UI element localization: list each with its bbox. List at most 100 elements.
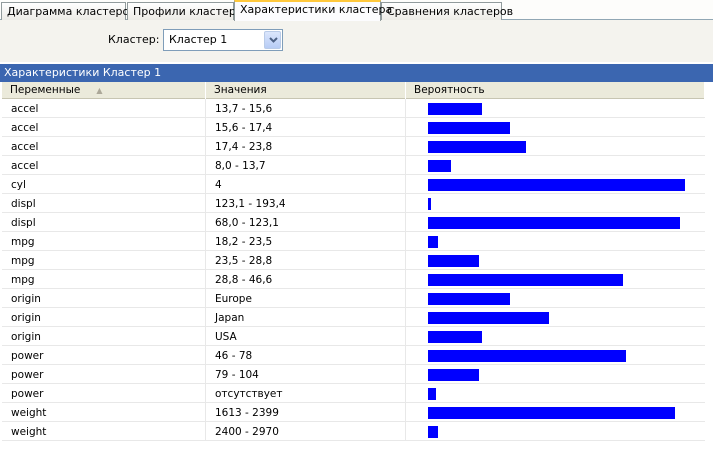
probability-bar	[428, 141, 526, 153]
value-cell: 4	[206, 175, 406, 194]
probability-bar	[428, 103, 482, 115]
probability-bar	[428, 122, 510, 134]
cluster-select[interactable]: Кластер 1	[163, 29, 283, 51]
variable-cell: mpg	[2, 270, 206, 289]
table-row[interactable]: displ 68,0 - 123,1	[2, 213, 705, 232]
table-row[interactable]: power 46 - 78	[2, 346, 705, 365]
variable-cell: origin	[2, 289, 206, 308]
probability-cell	[406, 327, 705, 346]
probability-bar	[428, 426, 438, 438]
value-cell: Japan	[206, 308, 406, 327]
cluster-select-value: Кластер 1	[169, 33, 228, 46]
table-row[interactable]: mpg 28,8 - 46,6	[2, 270, 705, 289]
probability-cell	[406, 137, 705, 156]
variable-cell: accel	[2, 99, 206, 118]
value-cell: 79 - 104	[206, 365, 406, 384]
probability-bar	[428, 179, 685, 191]
probability-cell	[406, 118, 705, 137]
variable-cell: cyl	[2, 175, 206, 194]
variable-cell: mpg	[2, 251, 206, 270]
probability-bar	[428, 407, 675, 419]
table-row[interactable]: origin Europe	[2, 289, 705, 308]
variable-cell: accel	[2, 137, 206, 156]
value-cell: 8,0 - 13,7	[206, 156, 406, 175]
value-cell: 18,2 - 23,5	[206, 232, 406, 251]
probability-cell	[406, 156, 705, 175]
table-row[interactable]: power 79 - 104	[2, 365, 705, 384]
probability-cell	[406, 308, 705, 327]
value-cell: отсутствует	[206, 384, 406, 403]
characteristics-panel: Характеристики Кластер 1	[0, 62, 713, 467]
value-cell: 123,1 - 193,4	[206, 194, 406, 213]
variable-cell: accel	[2, 156, 206, 175]
variable-cell: accel	[2, 118, 206, 137]
probability-bar	[428, 255, 479, 267]
table-row[interactable]: origin Japan	[2, 308, 705, 327]
toolbar	[0, 20, 713, 62]
probability-cell	[406, 403, 705, 422]
value-cell: 23,5 - 28,8	[206, 251, 406, 270]
panel-title: Характеристики Кластер 1	[0, 64, 713, 82]
variable-cell: origin	[2, 308, 206, 327]
variable-cell: power	[2, 346, 206, 365]
probability-cell	[406, 232, 705, 251]
variable-cell: displ	[2, 194, 206, 213]
table-row[interactable]: accel 8,0 - 13,7	[2, 156, 705, 175]
probability-bar	[428, 331, 482, 343]
variable-cell: displ	[2, 213, 206, 232]
probability-cell	[406, 346, 705, 365]
value-cell: 15,6 - 17,4	[206, 118, 406, 137]
value-cell: 46 - 78	[206, 346, 406, 365]
value-cell: 13,7 - 15,6	[206, 99, 406, 118]
value-cell: 28,8 - 46,6	[206, 270, 406, 289]
probability-cell	[406, 384, 705, 403]
table-row[interactable]: accel 15,6 - 17,4	[2, 118, 705, 137]
table-row[interactable]: accel 13,7 - 15,6	[2, 99, 705, 118]
table-row[interactable]: power отсутствует	[2, 384, 705, 403]
table-row[interactable]: mpg 18,2 - 23,5	[2, 232, 705, 251]
probability-cell	[406, 251, 705, 270]
table-row[interactable]: weight 2400 - 2970	[2, 422, 705, 441]
probability-bar	[428, 293, 510, 305]
probability-bar	[428, 312, 549, 324]
table-row[interactable]: mpg 23,5 - 28,8	[2, 251, 705, 270]
variable-cell: weight	[2, 422, 206, 441]
probability-cell	[406, 175, 705, 194]
variable-cell: power	[2, 384, 206, 403]
probability-bar	[428, 160, 451, 172]
chevron-down-icon	[269, 37, 278, 43]
table-row[interactable]: weight 1613 - 2399	[2, 403, 705, 422]
probability-cell	[406, 194, 705, 213]
column-header-variables-label: Переменные	[10, 84, 81, 96]
cluster-select-dropdown-button[interactable]	[264, 31, 281, 49]
value-cell: 68,0 - 123,1	[206, 213, 406, 232]
variable-cell: origin	[2, 327, 206, 346]
value-cell: 17,4 - 23,8	[206, 137, 406, 156]
value-cell: USA	[206, 327, 406, 346]
tab-cluster-comparisons[interactable]: Сравнения кластеров	[381, 2, 513, 20]
column-header-values[interactable]: Значения	[206, 82, 406, 99]
probability-bar	[428, 236, 438, 248]
variable-cell: weight	[2, 403, 206, 422]
table-row[interactable]: displ 123,1 - 193,4	[2, 194, 705, 213]
tab-strip: Диаграмма кластеров Профили кластера Хар…	[0, 0, 713, 22]
probability-cell	[406, 213, 705, 232]
table-row[interactable]: cyl 4	[2, 175, 705, 194]
probability-bar	[428, 217, 680, 229]
probability-cell	[406, 289, 705, 308]
value-cell: 2400 - 2970	[206, 422, 406, 441]
table-row[interactable]: origin USA	[2, 327, 705, 346]
probability-bar	[428, 388, 436, 400]
probability-cell	[406, 99, 705, 118]
probability-cell	[406, 422, 705, 441]
column-header-variables[interactable]: Переменные ▲	[2, 82, 206, 99]
tab-cluster-diagram[interactable]: Диаграмма кластеров	[1, 2, 136, 20]
tab-cluster-profiles[interactable]: Профили кластера	[127, 2, 243, 20]
table-row[interactable]: accel 17,4 - 23,8	[2, 137, 705, 156]
column-header-probability[interactable]: Вероятность	[406, 82, 705, 99]
probability-bar	[428, 350, 626, 362]
probability-bar	[428, 198, 431, 210]
probability-cell	[406, 365, 705, 384]
tab-cluster-characteristics[interactable]: Характеристики кластера	[234, 0, 392, 21]
variable-cell: mpg	[2, 232, 206, 251]
